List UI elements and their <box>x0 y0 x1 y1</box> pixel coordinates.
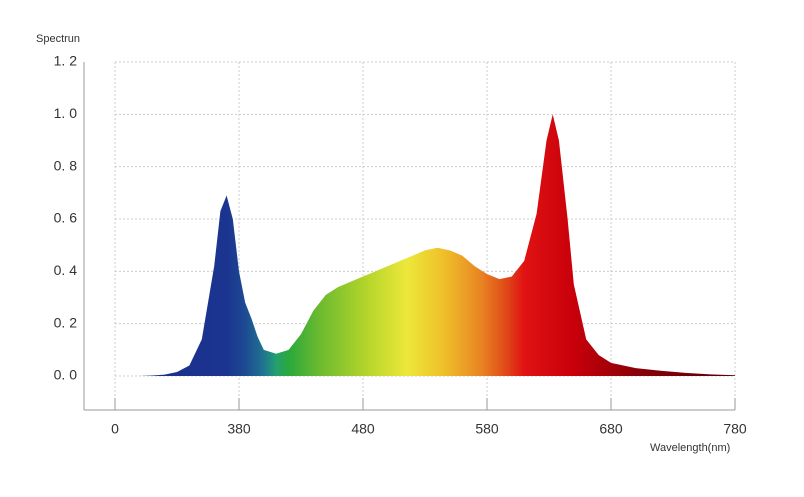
y-tick-label: 1. 2 <box>54 53 78 69</box>
plot <box>115 114 735 376</box>
y-axis-label: Spectrun <box>36 33 80 45</box>
x-tick-label: 580 <box>475 421 499 437</box>
spectrum-area <box>115 114 735 376</box>
grid: 0. 0 0. 2 0. 4 0. 6 0. 8 1. 0 1. 2 0 380 480 580 68… <box>54 53 747 437</box>
y-tick-label: 0. 6 <box>54 210 78 226</box>
y-tick-label: 0. 4 <box>54 262 78 278</box>
y-tick-label: 0. 8 <box>54 157 78 173</box>
y-tick-label: 0. 0 <box>54 367 78 383</box>
x-tick-label: 480 <box>351 421 375 437</box>
x-tick-label: 0 <box>111 421 119 437</box>
y-tick-label: 1. 0 <box>54 105 78 121</box>
x-tick-label: 380 <box>227 421 251 437</box>
x-tick-label: 780 <box>723 421 747 437</box>
y-tick-label: 0. 2 <box>54 314 78 330</box>
x-axis-label: Wavelength(nm) <box>650 442 730 454</box>
x-tick-label: 680 <box>599 421 623 437</box>
